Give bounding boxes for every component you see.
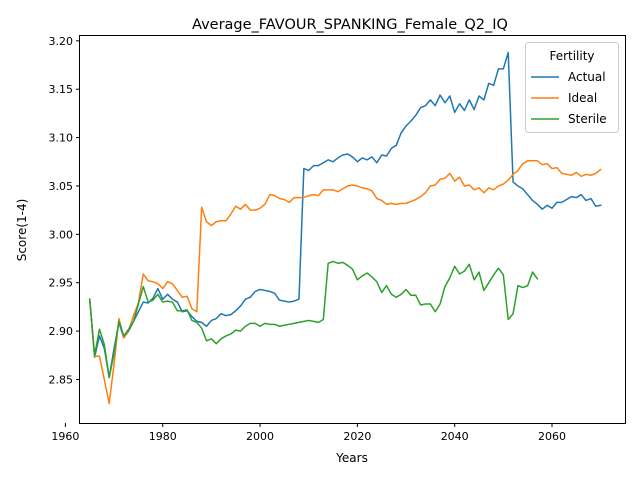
legend-label-actual: Actual xyxy=(568,70,606,84)
x-tick-label: 2040 xyxy=(441,430,469,443)
x-tick-label: 1960 xyxy=(51,430,79,443)
y-tick-label: 3.15 xyxy=(49,83,74,96)
x-tick-label: 2060 xyxy=(538,430,566,443)
y-tick-label: 3.20 xyxy=(49,35,74,48)
y-tick-label: 2.85 xyxy=(49,373,74,386)
x-tick-label: 2020 xyxy=(343,430,371,443)
y-tick-label: 3.10 xyxy=(49,132,74,145)
y-axis-label: Score(1-4) xyxy=(15,199,29,262)
x-tick-label: 2000 xyxy=(246,430,274,443)
y-tick-label: 3.00 xyxy=(49,228,74,241)
legend-title: Fertility xyxy=(549,49,594,63)
chart-title: Average_FAVOUR_SPANKING_Female_Q2_IQ xyxy=(192,17,508,33)
y-tick-label: 2.95 xyxy=(49,277,74,290)
y-tick-label: 2.90 xyxy=(49,325,74,338)
legend-label-ideal: Ideal xyxy=(568,91,597,105)
y-tick-label: 3.05 xyxy=(49,180,74,193)
x-axis-label: Years xyxy=(335,451,368,465)
legend: Fertility Actual Ideal Sterile xyxy=(526,43,619,133)
legend-label-sterile: Sterile xyxy=(568,112,607,126)
x-tick-label: 1980 xyxy=(149,430,177,443)
